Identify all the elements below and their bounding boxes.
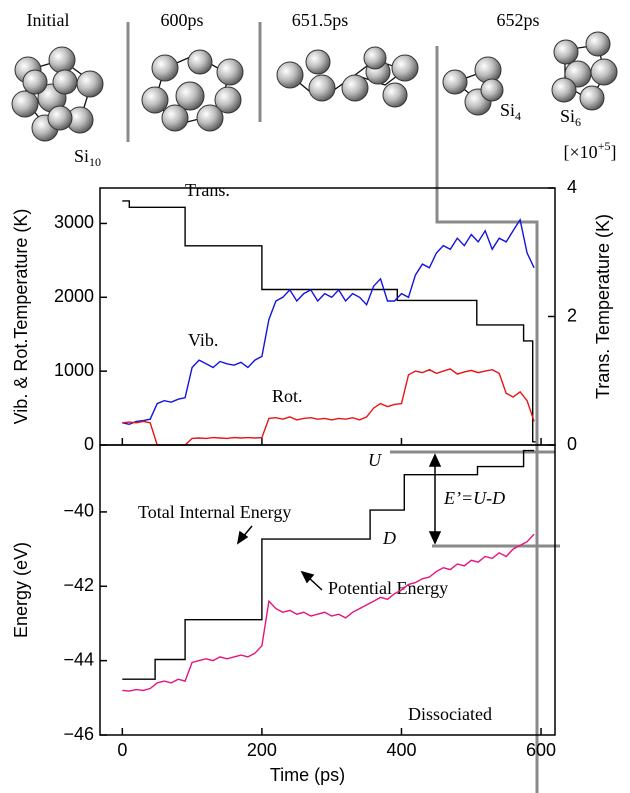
- y-tick-label: −46: [63, 724, 94, 744]
- snapshot-label: 600ps: [160, 10, 203, 30]
- series-line: [122, 451, 534, 680]
- series-label: Total Internal Energy: [138, 502, 291, 522]
- snapshot-label: Initial: [27, 10, 70, 30]
- annotation: U: [368, 450, 382, 470]
- cluster-label: Si4: [500, 100, 521, 123]
- y-tick-label: −44: [63, 649, 94, 669]
- x-tick-label: 400: [386, 740, 416, 760]
- y-axis-title: Energy (eV): [11, 542, 31, 638]
- series-label: Rot.: [272, 386, 303, 406]
- cluster-si4: [443, 57, 503, 115]
- y2-scale-label: [×10+5]: [564, 139, 617, 162]
- series-line: [122, 369, 534, 445]
- y-tick-label: −40: [63, 501, 94, 521]
- series-label: Potential Energy: [328, 578, 448, 598]
- y2-axis-title: Trans. Temperature (K): [593, 214, 613, 399]
- x-tick-label: 0: [117, 740, 127, 760]
- cluster-si10: [12, 47, 103, 141]
- series-line: [122, 220, 534, 424]
- series-label: Trans.: [185, 180, 230, 200]
- annotation: Dissociated: [408, 704, 492, 724]
- x-axis-title: Time (ps): [270, 765, 345, 785]
- annotation: D: [382, 528, 396, 548]
- figure: Initial 600ps 651.5ps 652ps: [0, 0, 630, 793]
- y-tick-label: 0: [84, 434, 94, 454]
- x-tick-label: 200: [247, 740, 277, 760]
- y-tick-label: −42: [63, 575, 94, 595]
- series-label: Vib.: [188, 330, 218, 350]
- cluster-label: Si6: [560, 106, 581, 129]
- dividers: [128, 22, 560, 793]
- y2-tick-label: 4: [567, 177, 577, 197]
- y-tick-label: 2000: [54, 286, 94, 306]
- y2-tick-label: 2: [567, 305, 577, 325]
- annotation: E’=U-D: [443, 488, 505, 508]
- y-tick-label: 1000: [54, 360, 94, 380]
- plot-frame: [100, 188, 555, 445]
- y2-tick-label: 0: [567, 434, 577, 454]
- snapshot-label: 652ps: [496, 10, 539, 30]
- series-line: [122, 534, 534, 691]
- cluster-600ps: [142, 50, 243, 131]
- x-tick-label: 600: [526, 740, 556, 760]
- cluster-651ps: [277, 47, 418, 107]
- cluster-si6: [552, 32, 617, 110]
- y-axis-title: Vib. & Rot.Temperature (K): [11, 209, 31, 425]
- y-tick-label: 3000: [54, 212, 94, 232]
- snapshot-label: 651.5ps: [292, 10, 349, 30]
- cluster-label: Si10: [74, 146, 101, 169]
